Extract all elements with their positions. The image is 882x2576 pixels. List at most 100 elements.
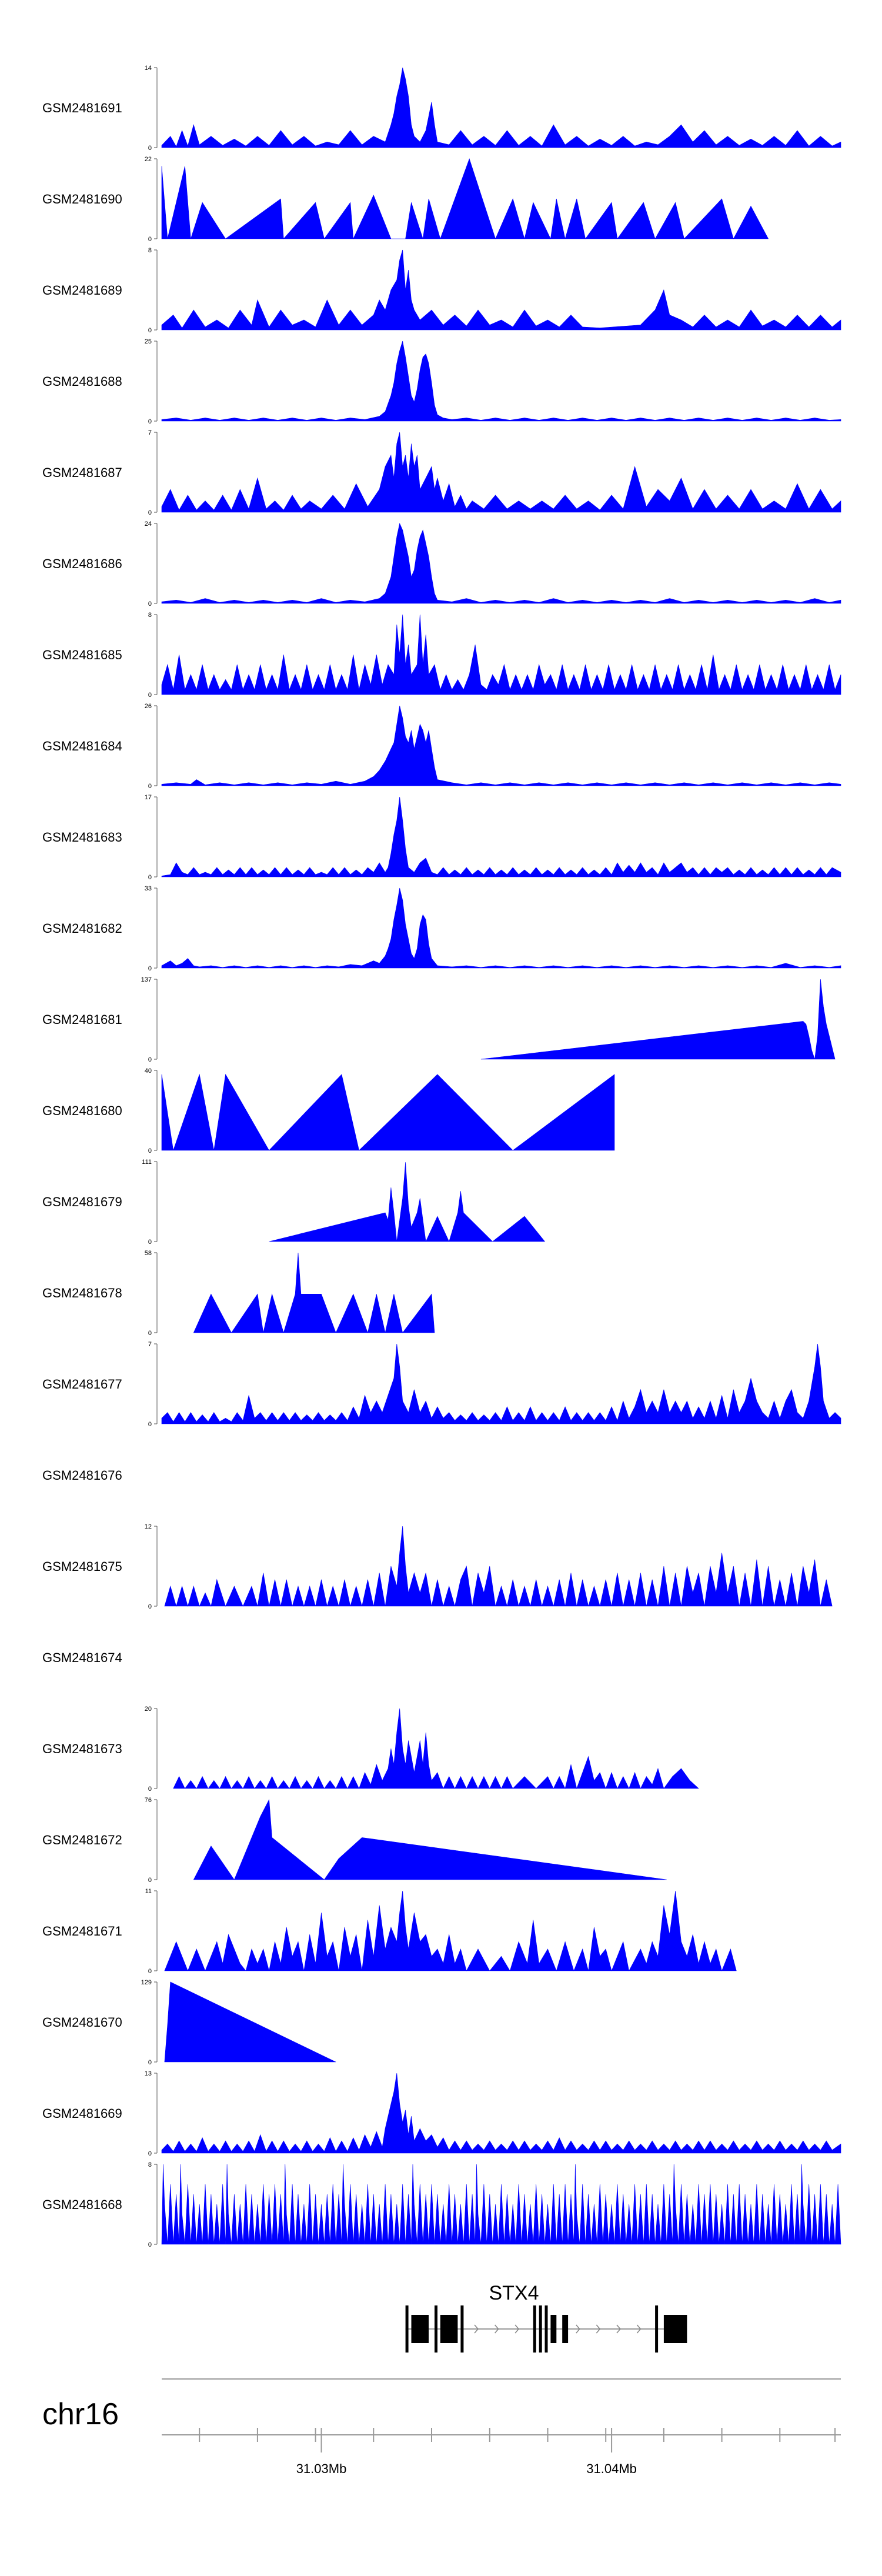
y-tick-zero-label: 0 (148, 236, 152, 243)
coverage-area (161, 1073, 615, 1151)
y-tick-zero-label: 0 (148, 1603, 152, 1610)
sample-label: GSM2481668 (42, 2197, 122, 2212)
exon (533, 2305, 536, 2353)
sample-label: GSM2481673 (42, 1741, 122, 1756)
track-GSM2481686: GSM2481686 24 0 (42, 520, 841, 608)
y-tick-max-label: 40 (145, 1067, 152, 1075)
genome-axis: chr16 31.03Mb 31.04Mb (42, 2378, 841, 2476)
intron-arrow (474, 2324, 479, 2334)
sample-label: GSM2481682 (42, 921, 122, 936)
exon (663, 2315, 687, 2343)
sample-label: GSM2481671 (42, 1924, 122, 1938)
chromosome-label: chr16 (42, 2397, 119, 2431)
coverage-area (161, 158, 769, 240)
exon (405, 2305, 409, 2353)
coverage-area (161, 2073, 841, 2154)
track-GSM2481675: GSM2481675 12 0 (42, 1523, 833, 1610)
y-tick-max-label: 22 (145, 156, 152, 163)
coverage-area (164, 1526, 833, 1607)
sample-label: GSM2481687 (42, 465, 122, 480)
track-GSM2481690: GSM2481690 22 0 (42, 156, 769, 243)
y-tick-zero-label: 0 (148, 965, 152, 972)
y-tick-zero-label: 0 (148, 1147, 152, 1154)
y-tick-zero-label: 0 (148, 1330, 152, 1337)
exon (655, 2305, 659, 2353)
coverage-area (161, 341, 841, 422)
sample-label: GSM2481688 (42, 374, 122, 389)
track-GSM2481684: GSM2481684 26 0 (42, 703, 841, 790)
sample-label: GSM2481676 (42, 1468, 122, 1483)
coverage-area (161, 796, 841, 877)
y-tick-zero-label: 0 (148, 2150, 152, 2157)
sample-label: GSM2481685 (42, 648, 122, 662)
y-tick-zero-label: 0 (148, 1968, 152, 1975)
coverage-area (161, 1343, 841, 1424)
y-tick-max-label: 11 (145, 1888, 152, 1895)
coverage-area (269, 1162, 546, 1243)
intron-arrow (616, 2324, 621, 2334)
coverage-area (161, 249, 841, 331)
intron-arrow (576, 2324, 580, 2334)
y-tick-zero-label: 0 (148, 2059, 152, 2066)
y-tick-zero-label: 0 (148, 600, 152, 608)
coverage-area (161, 67, 841, 148)
track-GSM2481687: GSM2481687 7 0 (42, 429, 841, 516)
y-tick-max-label: 33 (145, 885, 152, 892)
y-tick-max-label: 20 (145, 1706, 152, 1713)
y-tick-zero-label: 0 (148, 145, 152, 152)
y-tick-max-label: 76 (145, 1797, 152, 1804)
y-tick-max-label: 8 (148, 247, 152, 254)
sample-label: GSM2481683 (42, 830, 122, 845)
y-tick-zero-label: 0 (148, 2241, 152, 2248)
track-GSM2481676: GSM2481676 (42, 1468, 122, 1483)
y-tick-zero-label: 0 (148, 509, 152, 516)
track-GSM2481682: GSM2481682 33 0 (42, 885, 841, 972)
exon (544, 2305, 548, 2353)
y-tick-zero-label: 0 (148, 327, 152, 334)
track-GSM2481689: GSM2481689 8 0 (42, 247, 841, 334)
sample-label: GSM2481690 (42, 192, 122, 206)
y-tick-zero-label: 0 (148, 1421, 152, 1428)
sample-label: GSM2481677 (42, 1377, 122, 1392)
y-tick-max-label: 129 (141, 1979, 152, 1986)
track-GSM2481670: GSM2481670 129 0 (42, 1979, 336, 2066)
y-tick-zero-label: 0 (148, 1239, 152, 1246)
exon (550, 2315, 557, 2343)
coverage-area (193, 1252, 435, 1334)
x-tick-label: 31.04Mb (586, 2461, 637, 2476)
track-GSM2481671: GSM2481671 11 0 (42, 1888, 737, 1975)
gene-track: STX4 (405, 2282, 687, 2353)
y-tick-max-label: 13 (145, 2070, 152, 2077)
x-tick-label: 31.03Mb (296, 2461, 347, 2476)
y-tick-max-label: 24 (145, 520, 152, 528)
y-tick-zero-label: 0 (148, 874, 152, 881)
track-GSM2481668: GSM2481668 8 0 (42, 2161, 841, 2248)
track-GSM2481674: GSM2481674 (42, 1650, 122, 1665)
y-tick-zero-label: 0 (148, 418, 152, 425)
sample-label: GSM2481681 (42, 1012, 122, 1027)
coverage-tracks: GSM2481691140GSM2481690220GSM248168980GS… (42, 65, 841, 2248)
coverage-area (193, 1798, 667, 1880)
y-tick-zero-label: 0 (148, 692, 152, 699)
sample-label: GSM2481669 (42, 2106, 122, 2121)
intron-arrow (514, 2324, 520, 2334)
coverage-area (480, 979, 836, 1060)
y-tick-max-label: 26 (145, 703, 152, 710)
track-GSM2481672: GSM2481672 76 0 (42, 1797, 667, 1884)
exon (460, 2305, 464, 2353)
exon (435, 2305, 437, 2353)
exon (411, 2315, 429, 2343)
coverage-area (161, 523, 841, 604)
y-tick-zero-label: 0 (148, 783, 152, 790)
intron-arrow (596, 2324, 601, 2334)
y-tick-max-label: 137 (141, 976, 152, 983)
y-tick-max-label: 58 (145, 1250, 152, 1257)
track-GSM2481677: GSM2481677 7 0 (42, 1341, 841, 1428)
coverage-area (161, 2164, 841, 2245)
sample-label: GSM2481691 (42, 101, 122, 115)
track-GSM2481669: GSM2481669 13 0 (42, 2070, 841, 2157)
sample-label: GSM2481686 (42, 556, 122, 571)
coverage-area (161, 887, 841, 969)
track-GSM2481679: GSM2481679 111 0 (42, 1159, 546, 1246)
sample-label: GSM2481689 (42, 283, 122, 298)
